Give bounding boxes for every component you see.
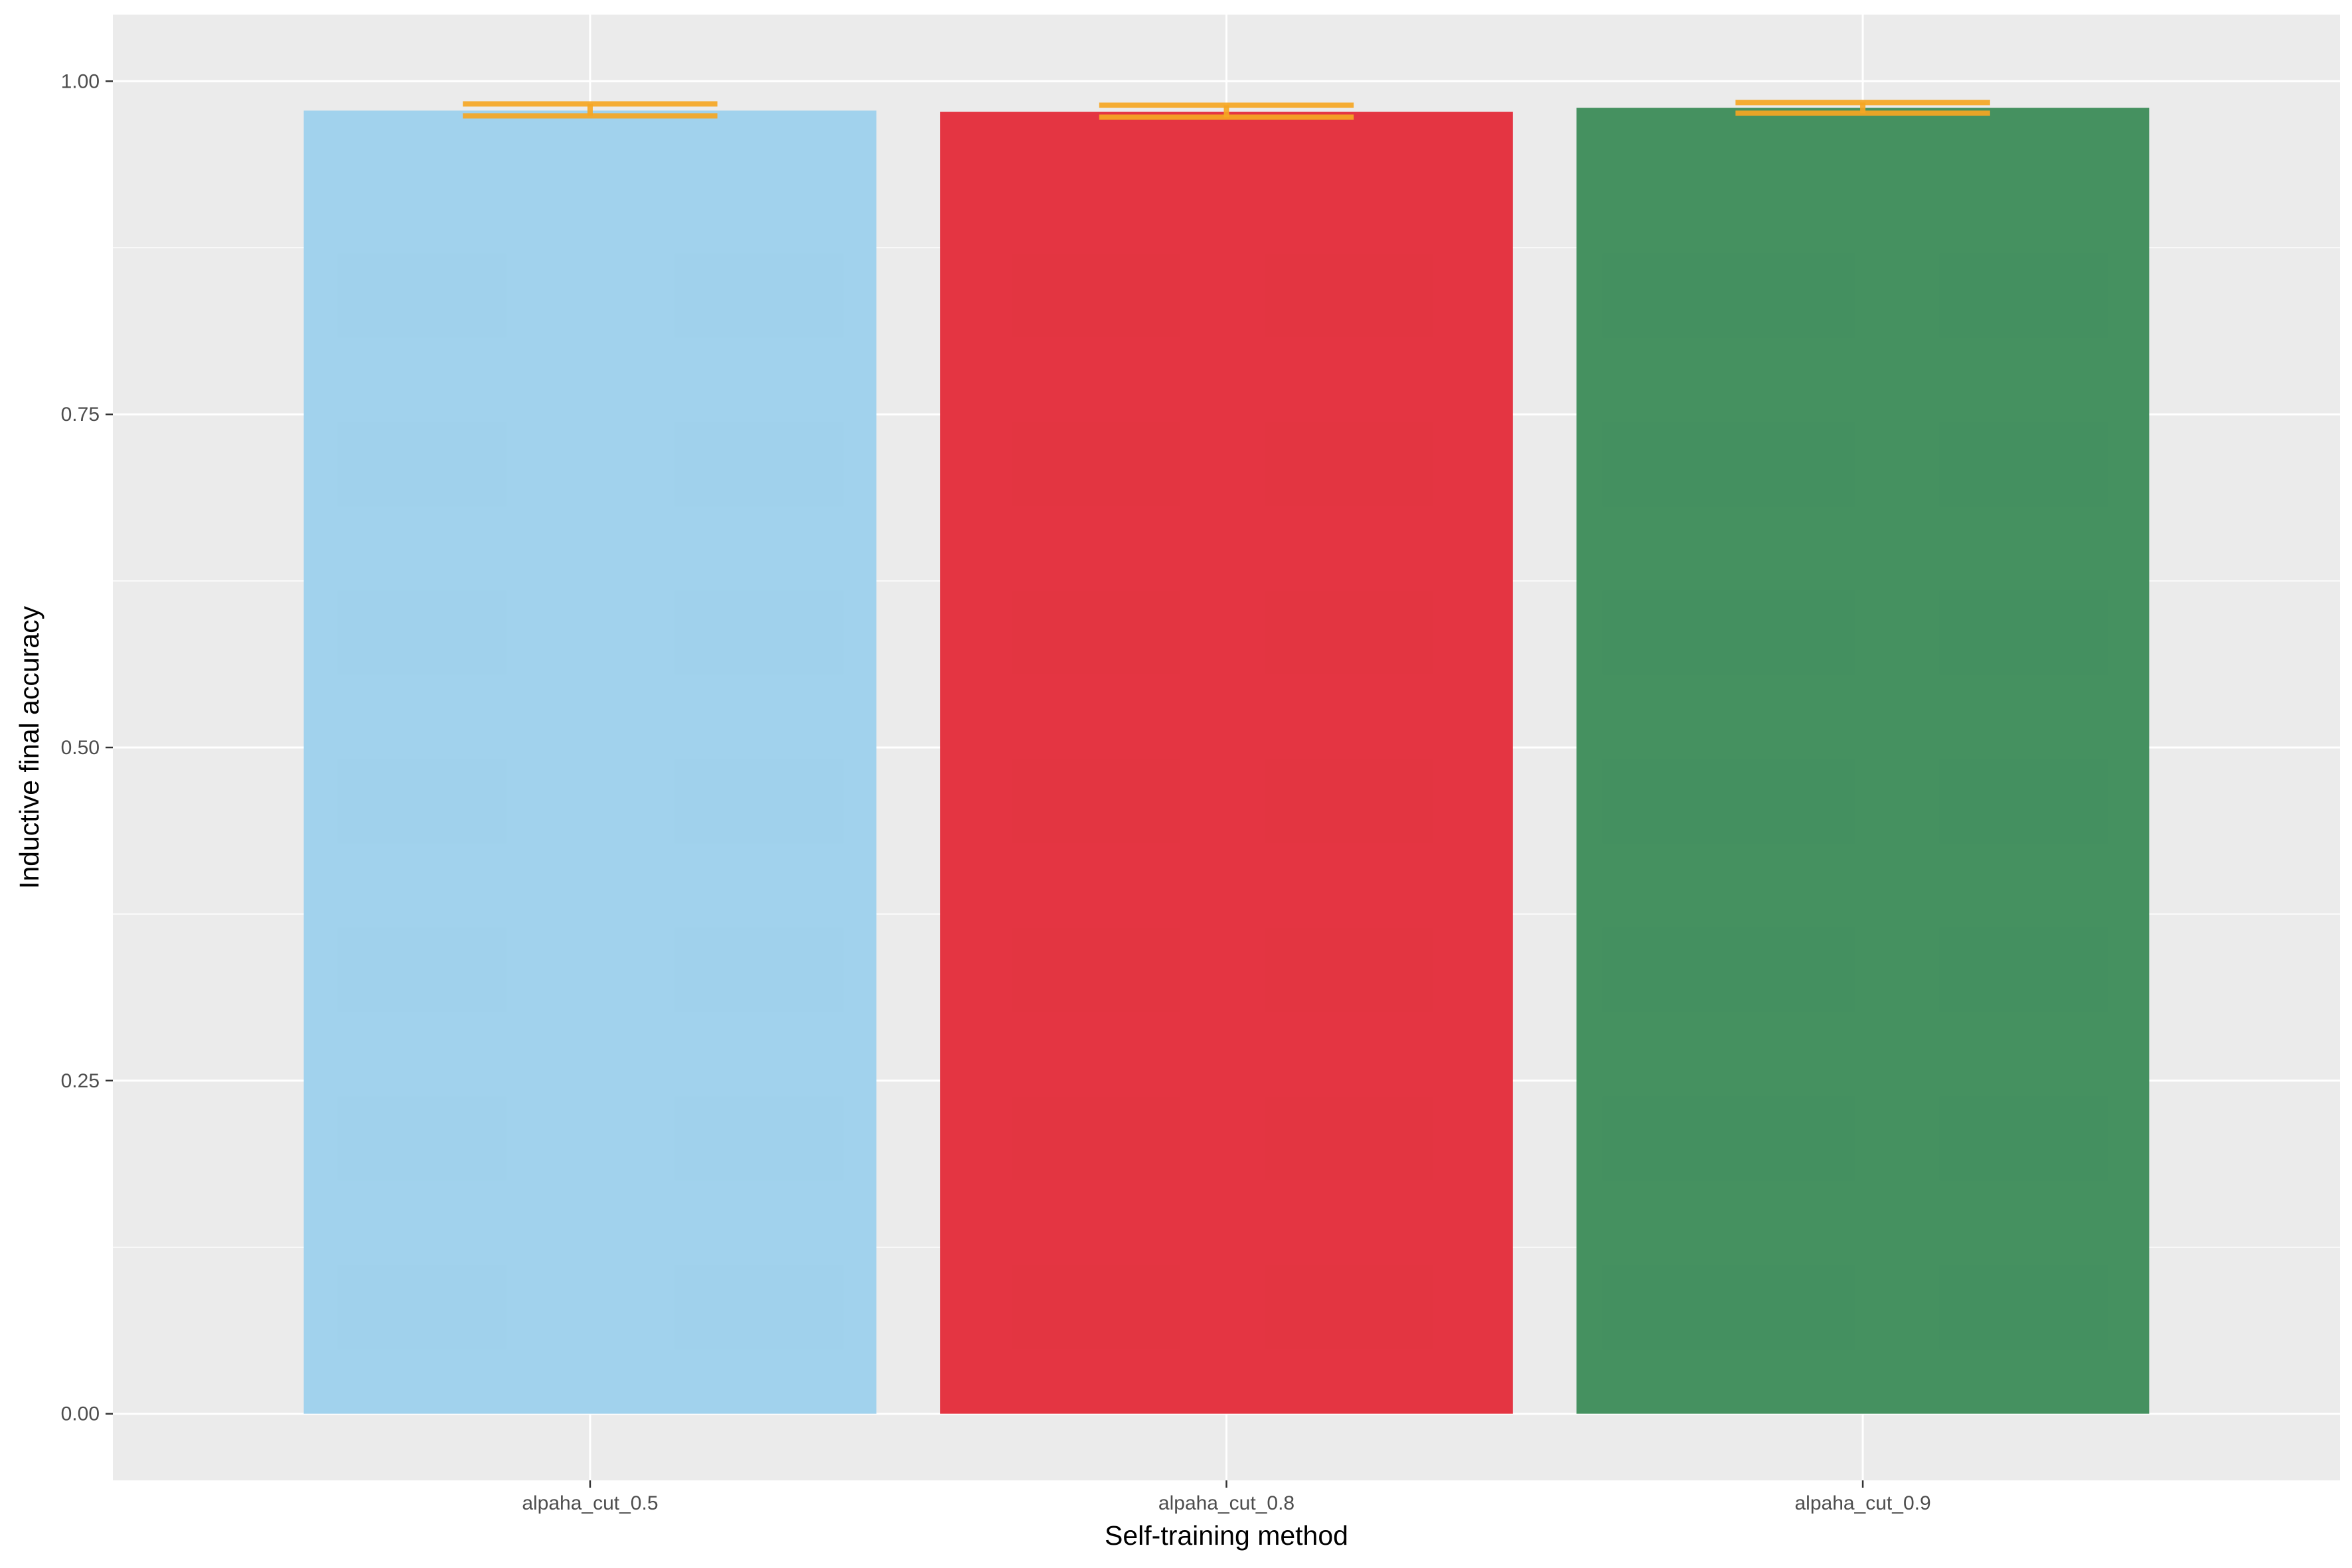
bar-alpaha_cut_0.5 [303, 110, 877, 1414]
error-bar-alpaha_cut_0.8 [1099, 102, 1354, 120]
y-tick-label: 1.00 [61, 70, 100, 92]
y-tick-label: 0.75 [61, 404, 100, 426]
x-tick-label: alpaha_cut_0.9 [1794, 1492, 1930, 1514]
x-axis: alpaha_cut_0.5 alpaha_cut_0.8 alpaha_cut_0… [522, 1480, 1931, 1514]
y-tick-label: 0.25 [61, 1070, 100, 1092]
y-tick-label: 0.50 [61, 737, 100, 759]
error-bar-alpaha_cut_0.5 [463, 101, 718, 119]
y-tick-label: 0.00 [61, 1403, 100, 1425]
error-bar-alpaha_cut_0.9 [1735, 100, 1990, 116]
bars [303, 108, 2150, 1414]
y-axis-title: Inductive final accuracy [14, 605, 44, 889]
y-axis: 0.00 0.25 0.50 0.75 1.00 [61, 70, 113, 1425]
bar-alpaha_cut_0.9 [1576, 108, 2150, 1414]
x-tick-label: alpaha_cut_0.8 [1158, 1492, 1294, 1514]
bar-alpaha_cut_0.8 [940, 112, 1513, 1414]
error-bars [463, 100, 1990, 120]
x-tick-label: alpaha_cut_0.5 [522, 1492, 658, 1514]
x-axis-title: Self-training method [1105, 1520, 1348, 1551]
